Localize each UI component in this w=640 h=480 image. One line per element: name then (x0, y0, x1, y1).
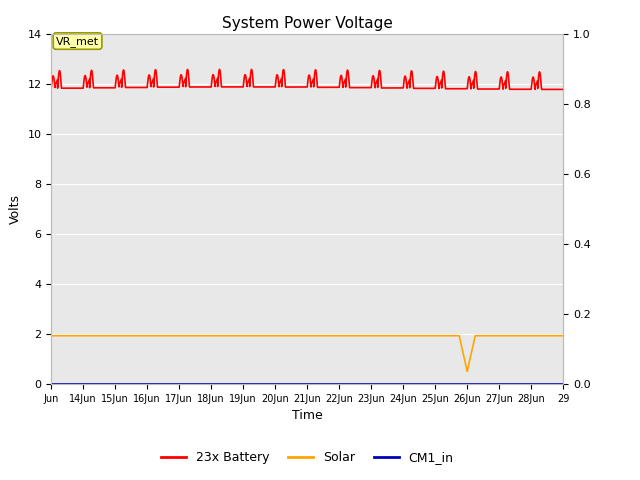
Text: VR_met: VR_met (56, 36, 99, 47)
X-axis label: Time: Time (292, 409, 323, 422)
Y-axis label: Volts: Volts (9, 194, 22, 224)
Legend: 23x Battery, Solar, CM1_in: 23x Battery, Solar, CM1_in (156, 446, 459, 469)
Title: System Power Voltage: System Power Voltage (222, 16, 392, 31)
